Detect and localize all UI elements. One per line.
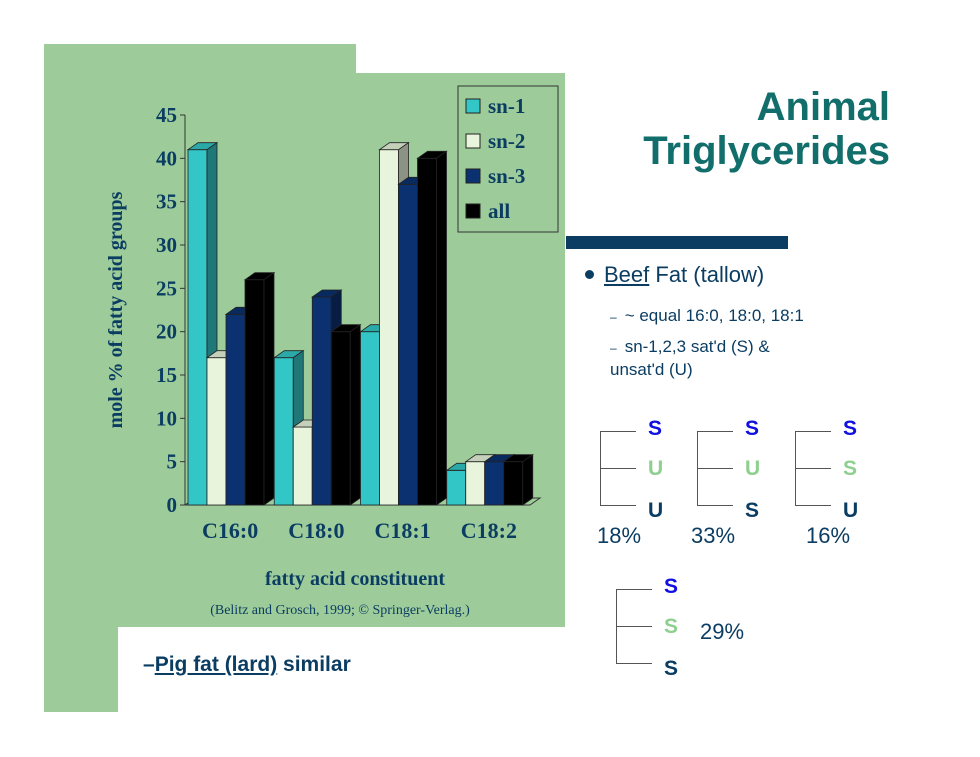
bar-sn-1-C18:2 (446, 469, 467, 506)
x-tick-label: C18:0 (288, 518, 344, 543)
legend-swatch-all (465, 203, 481, 219)
lard-text: similar (277, 653, 351, 676)
legend-swatch-sn-1 (465, 98, 481, 114)
y-tick-label: 40 (156, 146, 177, 170)
triglyceride-percent: 29% (700, 619, 745, 644)
position-letter-sn1: S (648, 417, 663, 440)
chart-panel-strip (44, 626, 118, 712)
legend-swatch-sn-2 (465, 133, 481, 149)
chart-panel-top (44, 44, 356, 74)
position-letter-sn1: S (745, 417, 760, 440)
legend-label-all: all (488, 199, 510, 223)
bar-sn-3-C16:0 (225, 313, 246, 506)
position-letter-sn1: S (843, 417, 858, 440)
bracket-branch (795, 505, 831, 506)
bracket-branch (795, 468, 831, 469)
title-line-1: Animal (756, 85, 890, 129)
bracket-branch (600, 431, 636, 432)
x-tick-labels: C16:0 C18:0 C18:1 C18:2 (202, 518, 517, 543)
bar-sn-1-C18:0 (273, 357, 294, 506)
title-line-2: Triglycerides (643, 129, 890, 173)
bar-side-all-C18:2 (522, 453, 534, 506)
bar-all-C16:0 (244, 279, 265, 506)
sub-bullet-2: – sn-1,2,3 sat'd (S) & unsat'd (U) (610, 336, 770, 380)
bar-all-C18:1 (417, 157, 437, 506)
position-letter-sn3: U (648, 499, 664, 522)
sub-bullet-2-line1: sn-1,2,3 sat'd (S) & (624, 337, 770, 356)
legend-swatch-sn-3 (465, 168, 481, 184)
bar-sn-3-C18:2 (484, 461, 505, 506)
lard-dash: – (143, 653, 155, 676)
sub-bullet-1-text: ~ equal 16:0, 18:0, 18:1 (624, 306, 804, 325)
bullet-dot (585, 269, 594, 279)
sub-dash: – (610, 310, 617, 324)
y-tick-label: 25 (156, 276, 177, 300)
position-letter-sn2: U (745, 457, 761, 480)
bracket-branch (697, 505, 733, 506)
chart-legend: sn-1 sn-2 sn-3 all (457, 85, 559, 233)
bar-sn-3-C18:0 (311, 296, 332, 506)
y-tick-label: 20 (156, 320, 177, 344)
bracket-branch (616, 626, 652, 627)
x-tick-label: C18:2 (461, 518, 517, 543)
bar-sn-2-C18:2 (465, 461, 486, 506)
bracket-branch (616, 663, 652, 664)
position-letter-sn2: U (648, 457, 664, 480)
position-letter-sn1: S (664, 575, 679, 598)
sub-bullet-1: – ~ equal 16:0, 18:0, 18:1 (610, 305, 804, 328)
triglyceride-percent: 16% (806, 523, 851, 548)
y-tick-label: 15 (156, 363, 177, 387)
bar-sn-2-C18:1 (379, 149, 399, 506)
slide-title: Animal Triglycerides (643, 85, 890, 173)
bar-sn-3-C18:1 (398, 183, 418, 506)
x-tick-label: C18:1 (375, 518, 431, 543)
bracket-branch (697, 431, 733, 432)
bar-side-all-C18:0 (349, 323, 361, 506)
y-tick-label: 10 (156, 406, 177, 430)
y-tick-label: 35 (156, 190, 177, 214)
bracket-branch (795, 431, 831, 432)
bracket-branch (616, 589, 652, 590)
bar-side-all-C16:0 (263, 271, 275, 506)
y-tick-label: 45 (156, 103, 177, 127)
y-tick-label: 0 (167, 493, 178, 517)
x-tick-label: C16:0 (202, 518, 258, 543)
sub-dash: – (610, 341, 617, 355)
x-axis-label: fatty acid constituent (265, 568, 445, 590)
y-tick-label: 30 (156, 233, 177, 257)
y-tick-label: 5 (167, 450, 178, 474)
bar-side-all-C18:1 (436, 150, 447, 506)
chart-bars (186, 141, 535, 506)
bar-all-C18:0 (330, 331, 351, 506)
y-tick-labels: 0 5 10 15 20 25 30 35 40 45 (156, 103, 177, 517)
lard-link: Pig fat (lard) (154, 653, 278, 676)
bracket-branch (600, 468, 636, 469)
sub-bullet-2-line2: unsat'd (U) (610, 360, 693, 379)
bracket-branch (697, 468, 733, 469)
bar-all-C18:2 (503, 461, 524, 506)
legend-label-sn-1: sn-1 (488, 94, 525, 118)
bracket-branch (600, 505, 636, 506)
bar-sn-2-C16:0 (206, 357, 227, 506)
y-axis-label: mole % of fatty acid groups (105, 191, 127, 428)
bar-sn-1-C18:1 (360, 331, 380, 506)
position-letter-sn2: S (664, 615, 679, 638)
bullet-beef-fat: Beef Fat (tallow) (585, 262, 764, 288)
pig-fat-note: –Pig fat (lard) similar (143, 653, 351, 677)
bar-sn-2-C18:0 (292, 426, 313, 506)
bullet-text: Fat (tallow) (649, 262, 765, 287)
legend-label-sn-2: sn-2 (488, 129, 525, 153)
chart-source-note: (Belitz and Grosch, 1999; © Springer-Ver… (210, 603, 470, 618)
position-letter-sn3: S (664, 657, 679, 680)
beef-link: Beef (604, 262, 650, 287)
position-letter-sn3: S (745, 499, 760, 522)
position-letter-sn2: S (843, 457, 858, 480)
triglyceride-percent: 33% (691, 523, 736, 548)
position-letter-sn3: U (843, 499, 859, 522)
title-divider (566, 236, 788, 249)
triglyceride-percent: 18% (597, 523, 642, 548)
bar-sn-1-C16:0 (187, 149, 208, 506)
legend-label-sn-3: sn-3 (488, 164, 525, 188)
